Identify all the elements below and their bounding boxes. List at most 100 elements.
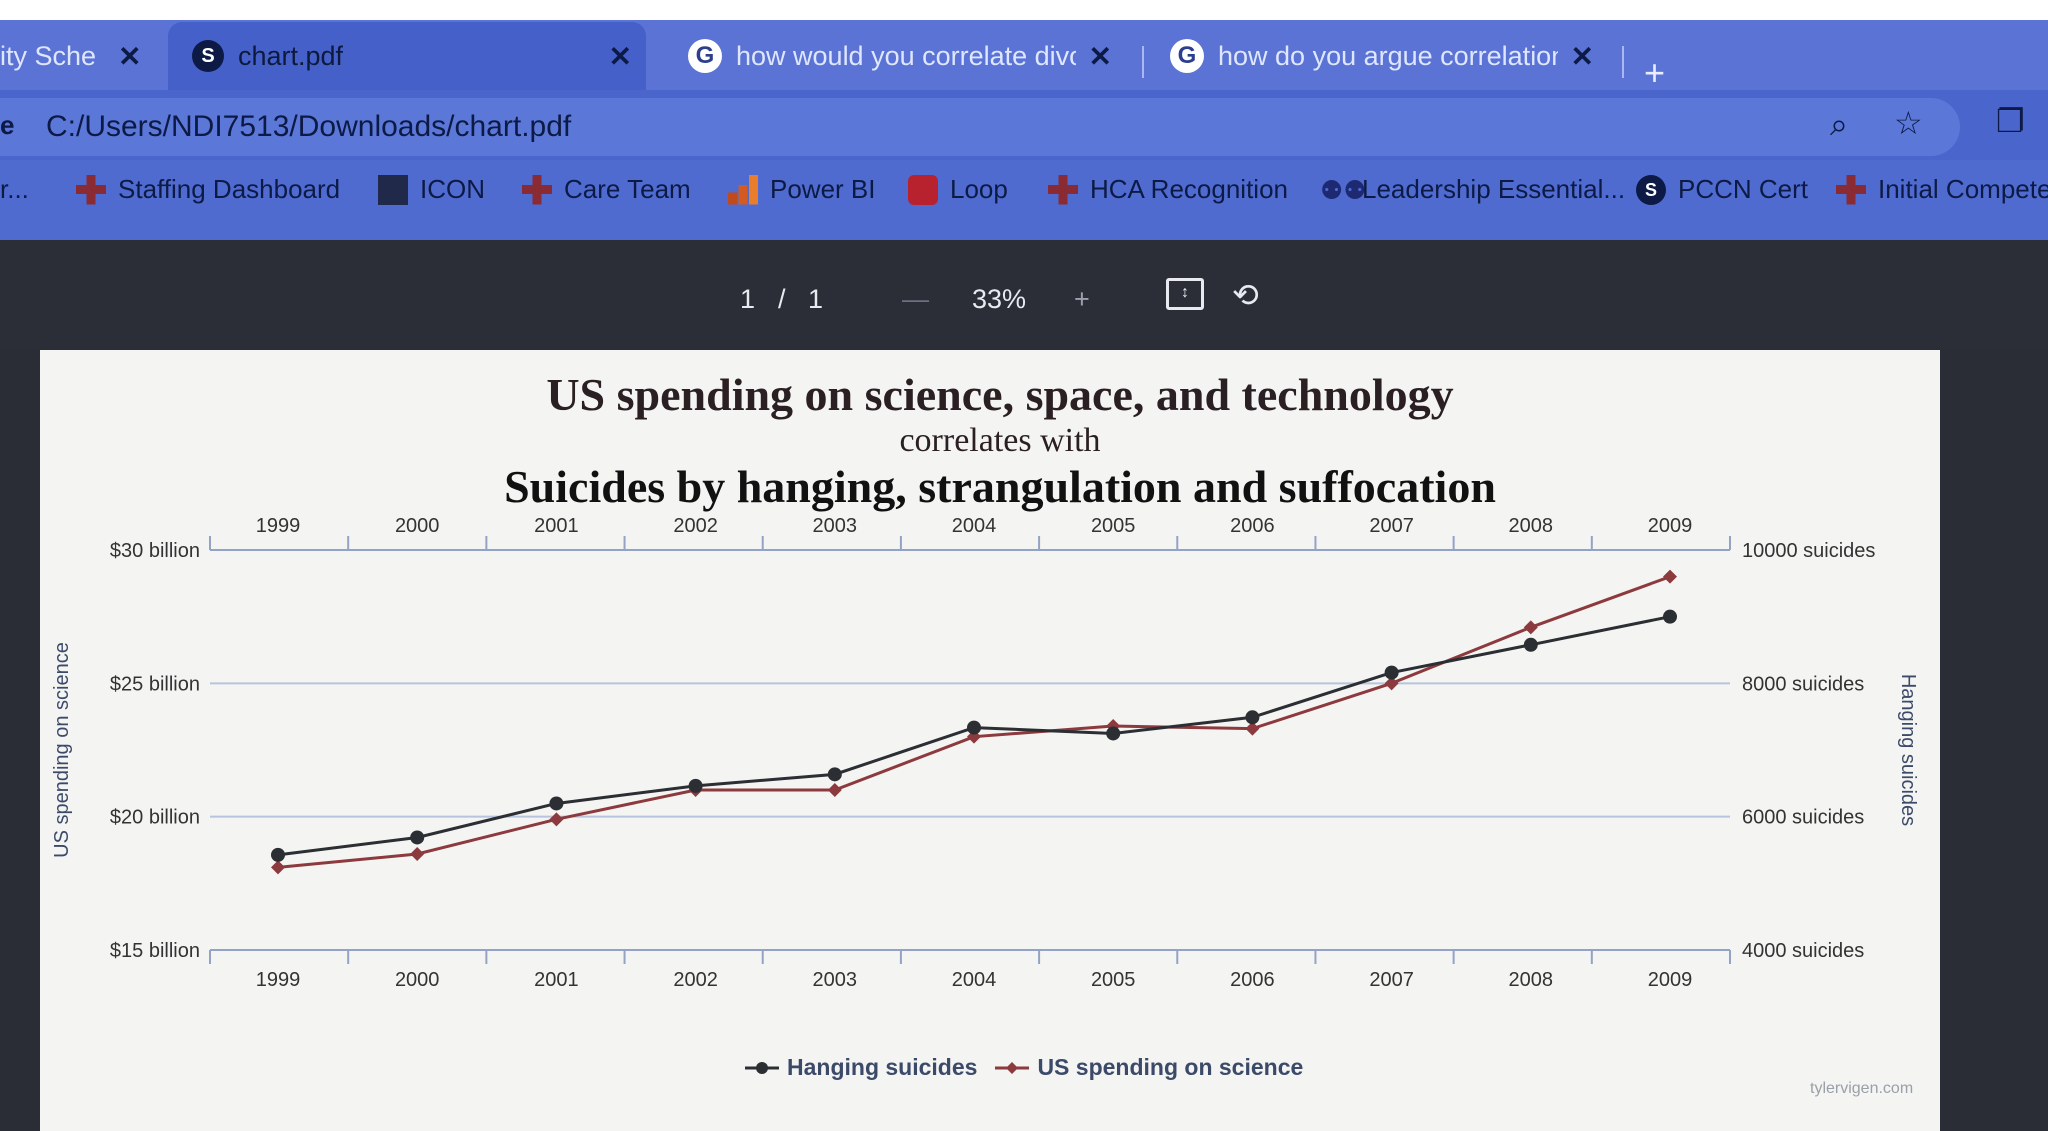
new-tab-button[interactable]: + xyxy=(1644,52,1666,93)
left-tick-label: $20 billion xyxy=(110,807,200,829)
left-tick-label: $25 billion xyxy=(110,673,200,695)
tab-title: ity Sche xyxy=(0,40,97,71)
bookmark-label: Initial Competen xyxy=(1878,174,2048,204)
right-axis-title: Hanging suicides xyxy=(1897,674,1919,826)
bookmark-label: Loop xyxy=(950,174,1008,204)
power-bi-icon xyxy=(728,174,758,205)
data-point-spending xyxy=(1106,719,1121,733)
extensions-icon[interactable]: ❐ xyxy=(1996,103,2025,139)
left-axis-title: US spending on science xyxy=(51,642,73,858)
right-tick-label: 4000 suicides xyxy=(1742,940,1864,962)
data-point-spending xyxy=(1384,676,1399,691)
page-separator: / xyxy=(778,284,786,314)
fit-page-icon[interactable]: ↕ xyxy=(1166,278,1204,310)
bookmark-label: Staffing Dashboard xyxy=(118,174,341,204)
star-icon[interactable]: ☆ xyxy=(1894,105,1923,141)
google-icon: G xyxy=(688,39,722,73)
pdf-viewer: 1 / 1 — 33% + ↕ ⟲ US spending on science… xyxy=(0,240,2048,1131)
data-point-spending xyxy=(688,783,703,797)
zoom-in-button[interactable]: + xyxy=(1074,284,1090,314)
right-tick-label: 10000 suicides xyxy=(1742,540,1875,562)
x-tick-label-bottom: 2003 xyxy=(813,969,858,991)
right-tick-label: 6000 suicides xyxy=(1742,807,1864,829)
legend-label: Hanging suicides xyxy=(787,1054,978,1080)
tab-title: chart.pdf xyxy=(238,40,344,71)
bookmark-initial-competency[interactable]: Initial Competen xyxy=(1836,174,2048,205)
x-tick-label-top: 2000 xyxy=(395,515,440,537)
address-bar[interactable]: e C:/Users/NDI7513/Downloads/chart.pdf ⌕… xyxy=(0,98,1960,156)
bookmark-leadership-essentials[interactable]: ⚉⚉ Leadership Essential... xyxy=(1320,174,1625,205)
x-tick-label-bottom: 2005 xyxy=(1091,969,1136,991)
left-tick-label: $30 billion xyxy=(110,540,200,562)
tab-separator xyxy=(1142,46,1144,78)
close-icon[interactable]: ✕ xyxy=(1088,40,1112,72)
chart-subtitle: correlates with xyxy=(899,422,1101,459)
legend-marker-diamond-icon xyxy=(995,1061,1030,1074)
x-tick-label-bottom: 2006 xyxy=(1230,969,1275,991)
data-point-hanging xyxy=(827,767,842,782)
data-point-spending xyxy=(271,860,285,875)
tab-separator xyxy=(1622,46,1624,78)
legend-label: US spending on science xyxy=(1037,1054,1304,1080)
chart-title-2: Suicides by hanging, strangulation and s… xyxy=(504,461,1496,512)
x-tick-label-bottom: 2001 xyxy=(534,969,579,991)
bookmark-label: Power BI xyxy=(770,174,876,204)
tab-google-correlation[interactable]: G how do you argue correlation b ✕ xyxy=(1162,22,1602,90)
legend-marker-circle-icon xyxy=(745,1061,779,1074)
data-point-hanging xyxy=(271,847,285,862)
data-point-spending xyxy=(410,847,425,861)
bookmark-care-team[interactable]: Care Team xyxy=(522,174,691,205)
rotate-icon[interactable]: ⟲ xyxy=(1232,277,1259,313)
bookmark-label: Leadership Essential... xyxy=(1362,174,1626,204)
x-tick-label-top: 2002 xyxy=(673,515,718,537)
window-top-strip xyxy=(0,0,2048,20)
data-point-spending xyxy=(1245,721,1260,736)
data-point-hanging xyxy=(688,778,703,793)
x-tick-label-bottom: 2004 xyxy=(952,969,997,991)
series-line-hanging xyxy=(277,615,1671,857)
zoom-out-button[interactable]: — xyxy=(902,284,929,314)
data-point-hanging xyxy=(1106,726,1121,741)
tab-title: how would you correlate divorc xyxy=(736,40,1076,71)
search-icon[interactable]: ⌕ xyxy=(1830,106,1848,142)
data-point-hanging xyxy=(1523,637,1538,652)
x-tick-label-top: 2008 xyxy=(1509,515,1554,537)
x-tick-label-top: 2007 xyxy=(1369,515,1414,537)
x-tick-label-bottom: 2007 xyxy=(1369,969,1414,991)
data-point-hanging xyxy=(1245,710,1260,725)
close-icon[interactable]: ✕ xyxy=(608,40,632,72)
google-icon: G xyxy=(1170,39,1204,73)
tab-google-divorce[interactable]: G how would you correlate divorc ✕ xyxy=(680,22,1120,90)
data-point-hanging xyxy=(410,830,425,845)
tab-chart-pdf[interactable]: S chart.pdf ✕ xyxy=(168,22,646,90)
page-current[interactable]: 1 xyxy=(740,284,756,314)
bookmark-loop[interactable]: Loop xyxy=(908,174,1008,205)
bookmark-power-bi[interactable]: Power BI xyxy=(728,174,876,205)
people-icon: ⚉⚉ xyxy=(1320,174,1367,205)
address-url[interactable]: C:/Users/NDI7513/Downloads/chart.pdf xyxy=(46,110,572,143)
pdf-globe-icon: S xyxy=(192,40,224,72)
watermark: tylervigen.com xyxy=(1810,1080,1914,1097)
bookmark-folder[interactable]: r... xyxy=(0,174,29,205)
bookmark-label: PCCN Cert xyxy=(1678,174,1809,204)
x-tick-label-top: 2006 xyxy=(1230,515,1275,537)
close-icon[interactable]: ✕ xyxy=(1570,40,1594,72)
red-cross-icon xyxy=(76,174,106,205)
bookmark-label: r... xyxy=(0,174,29,204)
close-icon[interactable]: ✕ xyxy=(118,40,142,72)
data-point-spending xyxy=(967,729,981,744)
bookmark-staffing-dashboard[interactable]: Staffing Dashboard xyxy=(76,174,340,205)
bookmarks-bar: r... Staffing Dashboard ICON Care Team P… xyxy=(0,160,2048,240)
red-cross-icon xyxy=(522,174,552,205)
x-tick-label-bottom: 1999 xyxy=(256,969,301,991)
tab-schedule[interactable]: ity Sche ✕ xyxy=(0,22,165,90)
series-line-spending xyxy=(277,575,1671,869)
bookmark-pccn-cert[interactable]: S PCCN Cert xyxy=(1636,174,1808,205)
bookmark-icon[interactable]: ICON xyxy=(378,174,485,205)
data-point-spending xyxy=(827,783,842,797)
data-point-hanging xyxy=(549,796,564,811)
data-point-hanging xyxy=(1663,609,1677,624)
x-tick-label-top: 2005 xyxy=(1091,515,1136,537)
bookmark-hca-recognition[interactable]: HCA Recognition xyxy=(1048,174,1288,205)
x-tick-label-top: 1999 xyxy=(256,515,301,537)
